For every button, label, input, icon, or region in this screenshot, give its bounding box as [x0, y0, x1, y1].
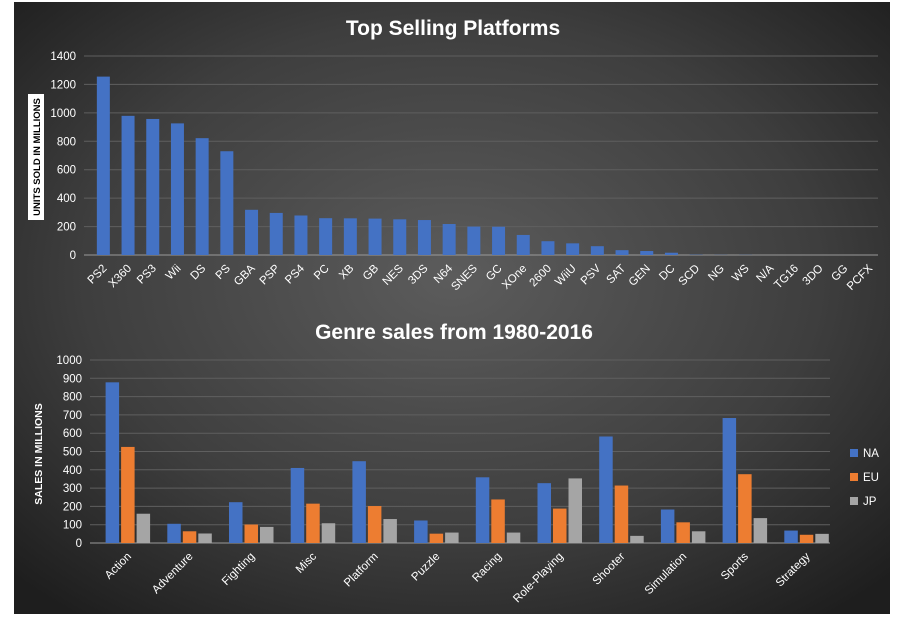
bar-role-playing-na: [537, 483, 551, 543]
bar-misc-na: [290, 467, 305, 543]
bar-role-playing-eu: [553, 508, 567, 543]
bar-ds: [195, 138, 209, 255]
bar-misc-jp: [321, 523, 336, 543]
bar-strategy-jp: [815, 533, 829, 543]
bar-ps: [220, 151, 234, 255]
legend-label-eu: EU: [863, 472, 879, 484]
ylabel-platforms-box: UNITS SOLD IN MILLIONS: [28, 94, 44, 220]
y-axis-label-genre: SALES IN MILLIONS: [33, 403, 45, 505]
legend-label-na: NA: [863, 448, 879, 460]
bar-sat: [615, 250, 629, 255]
y-tick-label: 100: [63, 520, 82, 532]
legend-label-jp: JP: [863, 496, 877, 508]
bar-psv: [590, 246, 604, 255]
bar-shooter-eu: [614, 485, 629, 543]
bar-platform-eu: [367, 506, 382, 543]
y-tick-label: 0: [76, 538, 82, 550]
bar-n64: [442, 224, 456, 255]
bar-shooter-jp: [630, 535, 644, 543]
bar-simulation-na: [660, 509, 675, 543]
bar-sports-jp: [753, 518, 768, 543]
legend-swatch-na: [850, 449, 858, 457]
y-tick-label: 0: [70, 250, 76, 262]
y-tick-label: 1400: [50, 51, 76, 63]
bar-xb: [343, 218, 357, 255]
bar-wiiu: [566, 243, 580, 255]
legend-swatch-eu: [850, 473, 858, 481]
bar-strategy-na: [784, 530, 798, 543]
y-tick-label: 300: [63, 483, 82, 495]
y-tick-label: 800: [63, 392, 82, 404]
bar-fighting-eu: [244, 524, 258, 543]
bar-x360: [121, 115, 135, 256]
bar-action-na: [105, 382, 120, 543]
bar-2600: [541, 241, 555, 255]
bar-snes: [467, 226, 481, 255]
bar-gc: [492, 226, 506, 255]
bar-role-playing-jp: [568, 478, 582, 543]
bar-fighting-jp: [260, 526, 274, 543]
y-tick-label: 800: [57, 136, 76, 148]
bar-nes: [393, 219, 407, 255]
y-tick-label: 900: [63, 373, 82, 385]
bar-racing-jp: [506, 532, 521, 543]
y-axis-label-platforms: UNITS SOLD IN MILLIONS: [32, 98, 43, 216]
bar-puzzle-jp: [445, 532, 459, 543]
bar-racing-eu: [491, 499, 505, 543]
bar-gb: [368, 218, 382, 255]
bar-psp: [269, 212, 283, 255]
y-tick-label: 1000: [56, 355, 82, 367]
bar-wii: [170, 123, 184, 255]
charts-svg: Top Selling Platforms UNITS SOLD IN MILL…: [14, 2, 890, 614]
y-tick-label: 1000: [50, 108, 76, 120]
chart-title-platforms: Top Selling Platforms: [346, 17, 560, 40]
bar-dc: [664, 252, 678, 255]
bar-ps4: [294, 215, 308, 255]
bar-puzzle-eu: [429, 533, 444, 543]
y-tick-label: 700: [63, 410, 82, 422]
bar-adventure-jp: [198, 533, 212, 543]
bar-gen: [640, 251, 654, 255]
bar-xone: [516, 234, 530, 255]
bar-puzzle-na: [414, 520, 428, 543]
bar-fighting-na: [229, 502, 243, 543]
y-tick-label: 500: [63, 447, 82, 459]
y-tick-label: 200: [57, 222, 76, 234]
bar-pc: [319, 218, 333, 255]
y-tick-label: 400: [57, 193, 76, 205]
y-tick-label: 1200: [50, 79, 76, 91]
bar-sports-eu: [738, 474, 752, 543]
legend-swatch-jp: [850, 497, 858, 505]
charts-canvas: Top Selling Platforms UNITS SOLD IN MILL…: [14, 2, 890, 614]
bar-simulation-jp: [691, 531, 706, 543]
bar-platform-na: [352, 461, 366, 543]
bar-ps2: [96, 76, 110, 255]
bar-platform-jp: [383, 519, 397, 543]
bar-shooter-na: [599, 436, 613, 543]
y-tick-label: 200: [63, 501, 82, 513]
y-tick-label: 400: [63, 465, 82, 477]
bar-racing-na: [475, 477, 490, 543]
bar-adventure-na: [167, 523, 181, 543]
bar-adventure-eu: [182, 531, 197, 543]
bar-3ds: [417, 220, 431, 255]
legend-genre: NA EU JP: [850, 448, 879, 508]
bar-action-eu: [121, 446, 135, 543]
chart-title-genre: Genre sales from 1980-2016: [315, 321, 593, 344]
bar-gba: [245, 209, 259, 255]
y-tick-label: 600: [57, 165, 76, 177]
bar-misc-eu: [306, 503, 320, 543]
bar-sports-na: [722, 418, 737, 543]
bar-strategy-eu: [799, 534, 814, 543]
y-tick-label: 600: [63, 428, 82, 440]
bar-ps3: [146, 118, 160, 255]
bar-simulation-eu: [676, 522, 690, 543]
bar-action-jp: [136, 513, 151, 543]
